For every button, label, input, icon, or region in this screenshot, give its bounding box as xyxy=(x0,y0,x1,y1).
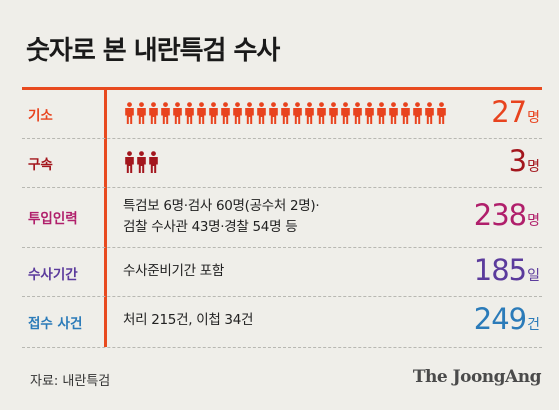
row-indictment: 기소 27 명 xyxy=(22,90,542,139)
person-icon xyxy=(257,102,266,124)
person-icon xyxy=(245,102,254,124)
row-cases: 접수 사건 처리 215건, 이첩 34건 249 건 xyxy=(22,297,542,348)
row-description: 수사준비기간 포함 xyxy=(123,263,224,279)
row-label: 구속 xyxy=(28,157,53,173)
person-icon xyxy=(149,151,158,173)
person-icon xyxy=(209,102,218,124)
person-icon xyxy=(413,102,422,124)
value-number: 185 xyxy=(473,253,527,287)
value-unit: 명 xyxy=(527,213,540,229)
row-label: 기소 xyxy=(28,108,53,124)
row-value: 185 일 xyxy=(474,253,540,287)
value-number: 3 xyxy=(508,144,527,178)
row-detention: 구속 3 명 xyxy=(22,139,542,188)
person-icon xyxy=(305,102,314,124)
chart-title: 숫자로 본 내란특검 수사 xyxy=(26,36,280,66)
detained-people xyxy=(124,151,159,173)
person-icon xyxy=(329,102,338,124)
person-icon xyxy=(137,151,146,173)
value-unit: 명 xyxy=(527,110,540,126)
row-label: 수사기간 xyxy=(28,267,78,283)
top-divider xyxy=(22,87,542,90)
person-icon xyxy=(137,102,146,124)
person-icon xyxy=(125,102,134,124)
person-icon xyxy=(269,102,278,124)
row-value: 27 명 xyxy=(491,95,540,129)
person-icon xyxy=(365,102,374,124)
person-icon xyxy=(161,102,170,124)
person-icon xyxy=(149,102,158,124)
indicted-people xyxy=(124,102,447,124)
row-label: 접수 사건 xyxy=(28,316,83,332)
value-number: 249 xyxy=(473,302,527,336)
person-icon xyxy=(281,102,290,124)
source-note: 자료: 내란특검 xyxy=(30,374,111,389)
row-description: 처리 215건, 이첩 34건 xyxy=(123,312,254,328)
value-unit: 일 xyxy=(527,268,540,284)
person-icon xyxy=(221,102,230,124)
person-icon xyxy=(197,102,206,124)
person-icon xyxy=(317,102,326,124)
row-label: 투입인력 xyxy=(28,211,78,227)
description-line-2: 검찰 수사관 43명·경찰 54명 등 xyxy=(123,219,298,235)
value-unit: 건 xyxy=(527,317,540,333)
row-description: 특검보 6명·검사 60명(공수처 2명)· 검찰 수사관 43명·경찰 54명… xyxy=(123,196,320,238)
person-icon xyxy=(293,102,302,124)
person-icon xyxy=(437,102,446,124)
value-unit: 명 xyxy=(527,159,540,175)
row-value: 249 건 xyxy=(474,302,540,336)
person-icon xyxy=(125,151,134,173)
row-value: 3 명 xyxy=(509,144,540,178)
row-period: 수사기간 수사준비기간 포함 185 일 xyxy=(22,248,542,297)
row-value: 238 명 xyxy=(474,198,540,232)
person-icon xyxy=(389,102,398,124)
description-line-1: 특검보 6명·검사 60명(공수처 2명)· xyxy=(123,198,320,214)
value-number: 27 xyxy=(491,95,527,129)
publisher-logo: The JoongAng xyxy=(412,367,542,387)
person-icon xyxy=(401,102,410,124)
value-number: 238 xyxy=(473,198,527,232)
row-personnel: 투입인력 특검보 6명·검사 60명(공수처 2명)· 검찰 수사관 43명·경… xyxy=(22,188,542,248)
person-icon xyxy=(341,102,350,124)
person-icon xyxy=(173,102,182,124)
person-icon xyxy=(233,102,242,124)
person-icon xyxy=(425,102,434,124)
person-icon xyxy=(185,102,194,124)
person-icon xyxy=(353,102,362,124)
vertical-divider xyxy=(104,90,107,347)
person-icon xyxy=(377,102,386,124)
